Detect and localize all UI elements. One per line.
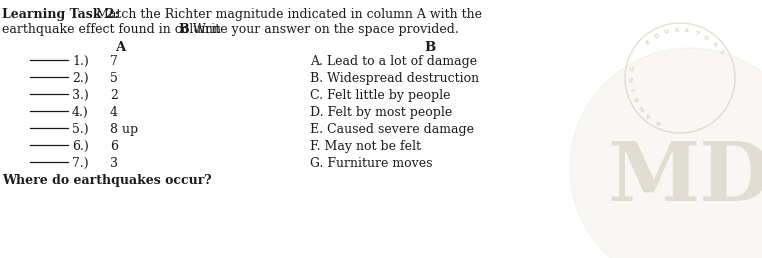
Text: A: A	[646, 112, 653, 119]
Text: B: B	[424, 41, 436, 54]
Text: 3: 3	[110, 157, 118, 170]
Text: A. Lead to a lot of damage: A. Lead to a lot of damage	[310, 55, 477, 68]
Text: D: D	[653, 33, 660, 39]
Text: Learning Task 2:: Learning Task 2:	[2, 8, 119, 21]
Text: T: T	[694, 30, 700, 36]
Text: 2: 2	[110, 89, 118, 102]
Text: R: R	[655, 117, 661, 124]
Text: 6.): 6.)	[72, 140, 88, 153]
Text: A: A	[115, 41, 125, 54]
Text: 5.): 5.)	[72, 123, 88, 136]
Text: 3.): 3.)	[72, 89, 88, 102]
Text: R: R	[711, 41, 718, 48]
Text: U: U	[663, 29, 669, 35]
Text: E: E	[645, 39, 652, 45]
Text: E. Caused severe damage: E. Caused severe damage	[310, 123, 474, 136]
Text: 7: 7	[110, 55, 118, 68]
Text: 5: 5	[110, 72, 118, 85]
Text: N: N	[629, 76, 635, 82]
Text: 7.): 7.)	[72, 157, 88, 170]
Text: G: G	[630, 66, 636, 71]
Text: K: K	[633, 96, 640, 102]
Text: 4.): 4.)	[72, 106, 88, 119]
Text: 1.): 1.)	[72, 55, 88, 68]
Text: Match the Richter magnitude indicated in column A with the: Match the Richter magnitude indicated in…	[88, 8, 482, 21]
Circle shape	[570, 48, 762, 258]
Text: 2.): 2.)	[72, 72, 88, 85]
Text: 6: 6	[110, 140, 118, 153]
Text: C. Felt little by people: C. Felt little by people	[310, 89, 450, 102]
Text: F. May not be felt: F. May not be felt	[310, 140, 421, 153]
Text: B. Widespread destruction: B. Widespread destruction	[310, 72, 479, 85]
Text: earthquake effect found in column: earthquake effect found in column	[2, 23, 225, 36]
Text: 4: 4	[110, 106, 118, 119]
Text: . Write your answer on the space provided.: . Write your answer on the space provide…	[185, 23, 459, 36]
Text: MD: MD	[608, 138, 762, 218]
Text: I: I	[631, 87, 636, 91]
Text: N: N	[639, 104, 646, 111]
Text: O: O	[703, 34, 709, 41]
Text: S: S	[717, 49, 724, 55]
Text: 8 up: 8 up	[110, 123, 138, 136]
Text: B: B	[178, 23, 189, 36]
Text: D. Felt by most people: D. Felt by most people	[310, 106, 453, 119]
Text: G. Furniture moves: G. Furniture moves	[310, 157, 433, 170]
Text: K: K	[674, 27, 679, 33]
Text: A: A	[684, 28, 690, 33]
Text: Where do earthquakes occur?: Where do earthquakes occur?	[2, 174, 212, 187]
